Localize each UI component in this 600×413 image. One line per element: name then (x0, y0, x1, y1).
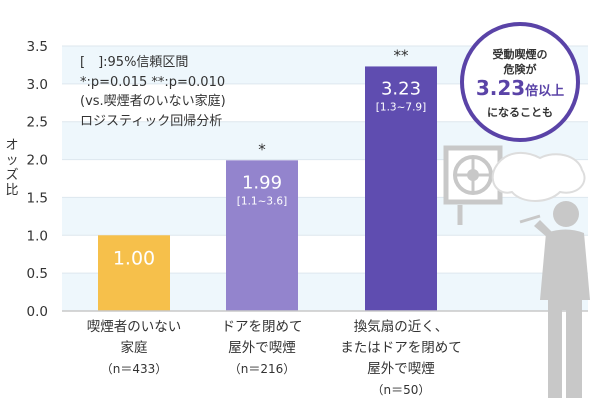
legend-line: (vs.喫煙者のいない家庭) (80, 94, 226, 109)
callout-unit: 倍以上 (525, 84, 565, 99)
category-label: 換気扇の近く、 またはドアを閉めて 屋外で喫煙 （n＝50） (326, 317, 476, 400)
category-label-line: 屋外で喫煙 (228, 340, 296, 356)
y-tick-label: 2.0 (27, 153, 48, 169)
legend-line: [ ]:95%信頼区間 (80, 55, 189, 70)
category-label-line: 換気扇の近く、 (353, 319, 449, 335)
y-axis-label-char: オ (5, 138, 19, 153)
bar (365, 66, 437, 311)
bar (98, 235, 170, 311)
category-label-line: 家庭 (120, 340, 148, 356)
category-sample-size: （n＝50） (371, 383, 431, 397)
bar-ci-label: [1.3~7.9] (376, 101, 426, 113)
callout-line4: になることも (487, 106, 553, 119)
category-label: ドアを閉めて 屋外で喫煙 （n＝216） (202, 317, 322, 379)
category-label: 喫煙者のいない 家庭 （n＝433） (74, 317, 194, 379)
cigarette-icon (519, 214, 541, 224)
y-axis-label-char: ッ (5, 153, 19, 168)
callout-line2: 危険が (503, 63, 537, 76)
category-label-line: またはドアを閉めて (340, 340, 462, 356)
y-tick-label: 2.5 (27, 115, 48, 131)
y-tick-label: 1.5 (27, 190, 48, 206)
y-tick-label: 0.5 (27, 266, 48, 282)
y-axis-label-char: ズ (5, 168, 19, 183)
callout-line1: 受動喫煙の (492, 48, 548, 61)
y-axis-label-char: 比 (5, 183, 19, 198)
callout-value: 3.23 (475, 76, 526, 100)
y-tick-labels: 0.0 0.5 1.0 1.5 2.0 2.5 3.0 3.5 (27, 39, 48, 320)
risk-callout-bubble: 受動喫煙の 危険が 3.23倍以上 になることも (460, 22, 580, 142)
y-tick-label: 0.0 (27, 304, 48, 320)
y-tick-label: 3.0 (27, 77, 48, 93)
smoker-person-icon (534, 201, 590, 398)
bar-value-label: 3.23 (381, 78, 421, 99)
legend-line: *:p=0.015 **:p=0.010 (80, 74, 226, 90)
significance-mark: ** (394, 46, 410, 64)
category-label-line: 喫煙者のいない (86, 319, 182, 335)
bar-ci-label: [1.1~3.6] (237, 195, 287, 207)
bar-value-label: 1.00 (113, 247, 155, 269)
y-tick-label: 1.0 (27, 228, 48, 244)
bars: 1.00 1.99 [1.1~3.6] * 3.23 [1.3~7.9] ** (98, 46, 437, 311)
smoker-illustration (443, 145, 590, 398)
category-label-line: 屋外で喫煙 (367, 361, 435, 377)
significance-mark: * (258, 140, 266, 158)
callout-value-row: 3.23倍以上 (464, 76, 576, 100)
bar (226, 160, 298, 311)
grid-band (62, 197, 588, 236)
category-sample-size: （n＝216） (228, 362, 296, 376)
bar-value-label: 1.99 (242, 172, 282, 193)
smoke-icon (491, 151, 586, 202)
category-sample-size: （n＝433） (100, 362, 168, 376)
y-axis-label: オッズ比 (4, 138, 20, 198)
legend-line: ロジスティック回帰分析 (80, 113, 223, 129)
legend-note: [ ]:95%信頼区間 *:p=0.015 **:p=0.010 (vs.喫煙者… (80, 53, 226, 131)
category-label-line: ドアを閉めて (221, 319, 303, 335)
y-tick-label: 3.5 (27, 39, 48, 55)
